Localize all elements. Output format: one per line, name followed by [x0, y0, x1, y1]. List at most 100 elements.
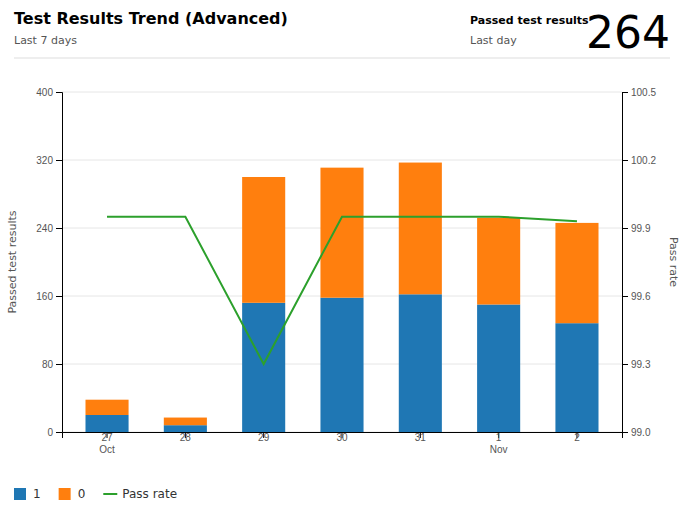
bar: [320, 298, 363, 432]
legend-swatch: [14, 488, 26, 500]
y-tick: 400: [36, 87, 62, 98]
line: [107, 217, 577, 364]
bar: [320, 168, 363, 298]
y-axis-title: Passed test results: [6, 210, 19, 313]
x-tick-label-line: 27: [101, 432, 113, 443]
legend-item: 1: [14, 487, 41, 501]
x-tick: 30: [336, 432, 348, 443]
x-tick-label: 2: [574, 432, 580, 443]
y2-tick-label: 99.0: [631, 427, 651, 438]
x-tick: 31: [415, 432, 427, 443]
bar: [85, 400, 128, 415]
y2-tick-label: 99.3: [631, 359, 651, 370]
y-tick-label: 400: [36, 87, 53, 98]
y2-axis: 99.0 99.3 99.6 99.9 100.2 100.5: [622, 87, 656, 438]
bar: [555, 323, 598, 432]
marks: [85, 163, 598, 432]
x-tick-label-line: 30: [336, 432, 348, 443]
y2-tick-mark: [622, 160, 628, 161]
y2-tick-mark: [622, 296, 628, 297]
legend-label: 0: [78, 487, 86, 501]
y-tick-label: 240: [36, 223, 53, 234]
y2-tick: 99.0: [622, 427, 651, 438]
bar: [477, 305, 520, 433]
x-tick-label-line: 29: [258, 432, 270, 443]
x-tick-label-line: 2: [574, 432, 580, 443]
bar: [164, 425, 207, 432]
y2-tick-mark: [622, 92, 628, 93]
y2-tick-label: 99.6: [631, 291, 651, 302]
kpi-sublabel: Last day: [470, 34, 517, 47]
y2-axis-line: [623, 93, 629, 433]
y2-tick-mark: [622, 364, 628, 365]
x-tick-label-line: 28: [180, 432, 192, 443]
x-tick-label-line: 31: [415, 432, 427, 443]
x-tick-label: 28: [180, 432, 192, 443]
y-tick-label: 80: [42, 359, 54, 370]
x-tick: 2: [574, 432, 580, 443]
y2-tick: 100.2: [622, 155, 656, 166]
y-axis-line: [56, 93, 63, 433]
bar: [164, 418, 207, 426]
plot: 27Oct282930311Nov208016024032040099.099.…: [36, 87, 656, 455]
grid-line: [62, 160, 622, 161]
legend-item: Pass rate: [103, 487, 177, 501]
y-tick: 80: [42, 359, 62, 370]
legend-swatch: [103, 493, 117, 495]
y-tick: 320: [36, 155, 62, 166]
grid: [62, 92, 622, 432]
bar: [477, 218, 520, 305]
chart: Test Results Trend (Advanced) Last 7 days…: [0, 0, 684, 512]
bar: [85, 415, 128, 432]
y2-tick-label: 100.2: [631, 155, 656, 166]
y-tick-label: 320: [36, 155, 53, 166]
bar-series: [85, 163, 598, 426]
x-tick-label-line: 1: [496, 432, 502, 443]
x-tick-label: 30: [336, 432, 348, 443]
y-tick-mark: [56, 160, 62, 161]
y-tick-label: 160: [36, 291, 53, 302]
bar: [242, 303, 285, 432]
x-tick: 29: [258, 432, 270, 443]
x-tick: 1Nov: [490, 432, 508, 455]
kpi-value: 264: [586, 7, 670, 58]
y-tick: 240: [36, 223, 62, 234]
x-axis: 27Oct 28 29 30 31 1Nov 2: [63, 432, 623, 455]
y-tick: 160: [36, 291, 62, 302]
x-tick-label-line: Nov: [490, 444, 508, 455]
x-tick-label: 31: [415, 432, 427, 443]
x-tick: 27Oct: [99, 432, 115, 455]
y2-tick: 99.3: [622, 359, 651, 370]
separator: [14, 58, 670, 59]
grid-line: [62, 92, 622, 93]
bar: [399, 294, 442, 432]
legend: 1 0 Pass rate: [14, 487, 177, 501]
legend-swatch: [59, 488, 71, 500]
bar: [242, 177, 285, 303]
y-tick: 0: [47, 427, 62, 438]
y2-tick: 99.6: [622, 291, 651, 302]
title: Test Results Trend (Advanced): [14, 9, 288, 28]
legend-item: 0: [59, 487, 86, 501]
bar-series: [85, 294, 598, 432]
y2-tick-mark: [622, 228, 628, 229]
y2-tick-label: 99.9: [631, 223, 651, 234]
y-axis: 0 80 160 240 320 400: [36, 87, 62, 438]
x-tick-label: 27Oct: [99, 432, 115, 455]
y2-tick: 100.5: [622, 87, 656, 98]
y-tick-mark: [56, 364, 62, 365]
legend-label: Pass rate: [122, 487, 177, 501]
x-tick-label: 1Nov: [490, 432, 508, 455]
x-tick-label: 29: [258, 432, 270, 443]
y-tick-mark: [56, 92, 62, 93]
y2-tick-mark: [622, 432, 628, 433]
x-tick-label-line: Oct: [99, 444, 115, 455]
legend-label: 1: [33, 487, 41, 501]
y-tick-label: 0: [47, 427, 53, 438]
y-tick-mark: [56, 228, 62, 229]
x-tick: 28: [180, 432, 192, 443]
y-tick-mark: [56, 296, 62, 297]
bar: [555, 223, 598, 323]
y2-tick: 99.9: [622, 223, 651, 234]
subtitle: Last 7 days: [14, 34, 77, 47]
